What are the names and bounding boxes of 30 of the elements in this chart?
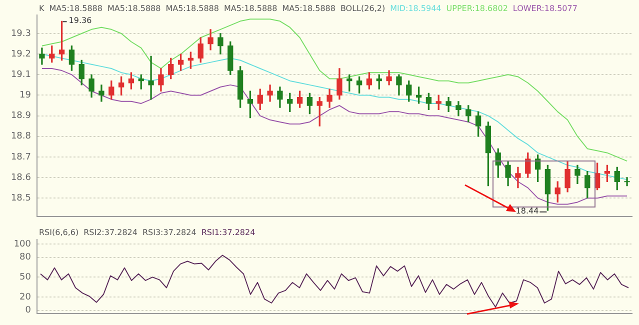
text: MA5:18.5888 xyxy=(224,4,278,13)
y-tick-label: 0 xyxy=(25,306,32,316)
y-tick-label: 18.5 xyxy=(10,193,31,204)
text: MID:18.5944 xyxy=(390,4,442,13)
y-tick-label: 20 xyxy=(20,292,32,302)
y-tick-label: 18.8 xyxy=(10,132,32,142)
text: RSI1:37.2824 xyxy=(201,228,256,237)
y-tick-label: 19 xyxy=(20,90,32,101)
text: RSI2:37.2824 xyxy=(84,228,138,237)
text: MA5:18.5888 xyxy=(282,4,336,13)
text: K xyxy=(39,4,45,13)
y-tick-label: 18.7 xyxy=(10,152,31,162)
y-tick-label: 100 xyxy=(14,239,32,250)
text: RSI3:37.2824 xyxy=(142,228,196,237)
y-tick-label: 19.2 xyxy=(10,49,31,60)
annotation: 18.44 xyxy=(516,206,539,216)
annotation: 19.36 xyxy=(68,16,92,26)
text: LOWER:18.5077 xyxy=(512,4,578,13)
text: MA5:18.5888 xyxy=(166,4,219,13)
text: UPPER:18.6802 xyxy=(446,4,508,13)
text: MA5:18.5888 xyxy=(107,4,161,13)
text: RSI(6,6,6) xyxy=(39,228,79,237)
y-tick-label: 80 xyxy=(20,252,32,263)
y-tick-label: 19.1 xyxy=(10,70,31,80)
y-tick-label: 19.3 xyxy=(10,28,31,39)
y-tick-label: 18.9 xyxy=(10,111,32,122)
y-tick-label: 50 xyxy=(20,272,32,283)
text: MA5:18.5888 xyxy=(49,4,102,13)
y-tick-label: 18.6 xyxy=(10,172,32,183)
text: BOLL(26,2) xyxy=(340,4,386,13)
